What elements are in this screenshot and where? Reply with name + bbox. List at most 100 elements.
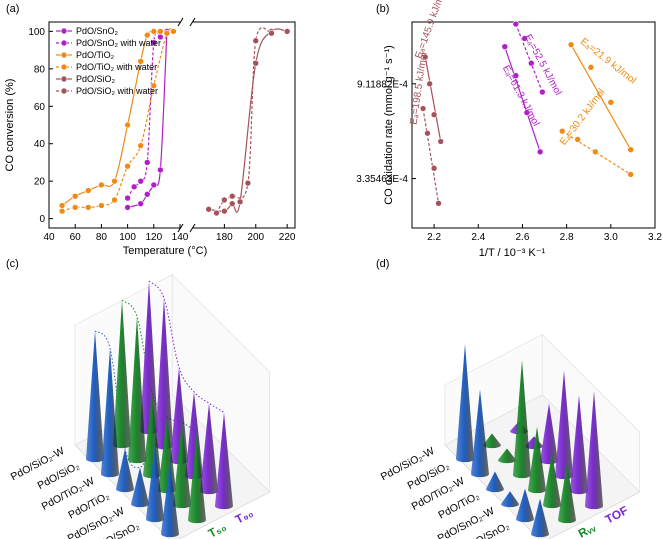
panel-d: PdO/SiO₂-WPdO/SiO₂PdO/TiO₂-WPdO/TiO₂PdO/… [379,333,641,539]
series-axis-label: T₅₀ [206,520,229,539]
cone-mark [173,422,191,509]
b-data-point [421,53,429,61]
a-data-point [111,196,118,204]
cone-mark [516,488,534,523]
b-x-tick-label: 3.0 [604,232,618,243]
a-legend-label: PdO/SiO₂ with water [76,86,158,96]
a-y-tick-label: 100 [28,27,45,38]
a-legend-marker [60,75,68,83]
b-data-point [430,164,438,172]
b-y-tick-label: 3.35463E-4 [356,174,408,185]
a-x-tick-label: 200 [247,232,264,243]
a-x-tick-label: 60 [70,232,82,243]
cone-mark [585,391,603,510]
a-legend-marker [60,51,68,59]
cone-mark [543,453,561,509]
a-data-point [137,142,144,149]
b-data-point [574,136,581,143]
a-data-point [71,192,79,200]
a-break-gap-top [181,18,192,26]
b-data-point [424,129,431,137]
cone-mark [215,412,233,510]
series-axis-label: T₁₀ [179,534,201,539]
cone-mark [540,403,558,465]
a-data-point [137,177,144,185]
b-fit-line [422,108,440,204]
a-break-mark [189,17,196,27]
a-data-point [130,183,138,191]
a-x-tick-label: 220 [279,232,296,243]
cone-mark [483,433,501,449]
a-legend-marker [60,27,68,35]
cone-mark [113,300,131,449]
a-x-tick-label: 180 [216,232,233,243]
a-legend-label: PdO/TiO₂ [76,50,115,60]
a-legend-marker [60,87,68,95]
a-data-point [150,28,158,35]
cone-mark [513,360,531,479]
b-plot-frame [411,21,656,229]
a-data-point [157,28,164,35]
trend-line [148,280,225,413]
panel-label-c: (c) [6,258,19,270]
b-y-axis-label: CO oxidation rate (mmol g⁻¹ s⁻¹) [383,45,395,205]
a-data-point [143,190,151,198]
b-data-point [627,146,635,154]
b-activation-energy-label: Eₐ=30.2 kJ/mol [558,87,607,147]
cone-mark [146,444,164,523]
a-data-point [236,198,244,206]
cone-mark [86,330,104,463]
b-fit-line [515,23,543,93]
a-data-point [58,202,66,209]
a-data-point [124,194,131,202]
series-axis-label: Rᵥᵥ [576,520,598,539]
b-data-point [539,88,546,96]
a-data-point [252,37,260,45]
b-data-point [527,59,535,67]
cone-mark [570,395,588,495]
b-data-point [419,105,427,112]
a-y-tick-label: 0 [39,214,45,225]
a-y-tick-label: 60 [34,102,46,113]
b-x-tick-label: 2.6 [516,232,530,243]
b-activation-energy-label: Eₐ=145.9 kJ/mol [413,0,448,60]
b-fit-line [570,44,632,151]
a-data-point [111,177,118,185]
b-data-point [501,43,509,51]
a-data-point [58,207,66,215]
b-data-point [536,148,544,156]
b-x-tick-label: 2.4 [471,232,485,243]
a-series-line [127,31,161,199]
b-data-point [437,138,445,145]
b-data-point [567,41,575,48]
a-y-tick-label: 40 [34,139,46,150]
a-y-tick-label: 20 [34,177,46,188]
a-data-point [124,121,131,129]
a-legend-label: PdO/TiO₂ with water [76,62,157,72]
a-data-point [137,58,144,65]
b-data-point [587,64,595,71]
a-data-point [150,82,158,89]
b-x-tick-label: 3.2 [648,232,662,243]
a-data-point [221,196,228,204]
cone-mark [471,389,489,478]
a-data-point [98,202,105,209]
b-data-point [592,148,599,156]
a-x-axis-label: Temperature (°C) [123,245,207,257]
a-series-line [61,28,175,212]
cone-mark [555,370,573,480]
a-data-point [150,181,158,189]
a-series-line [61,30,161,207]
a-legend-label: PdO/SnO₂ with water [76,38,161,48]
a-x-tick-label: 40 [43,232,55,243]
a-data-point [163,29,171,37]
b-fit-line [504,46,541,152]
series-axis-label: Eₐ [549,536,567,539]
b-data-point [512,20,520,28]
a-data-point [221,207,228,215]
b-fit-line [424,56,442,142]
a-y-axis-label: CO conversion (%) [4,79,16,172]
a-x-tick-label: 120 [145,232,162,243]
a-break-gap-bottom [181,224,192,232]
